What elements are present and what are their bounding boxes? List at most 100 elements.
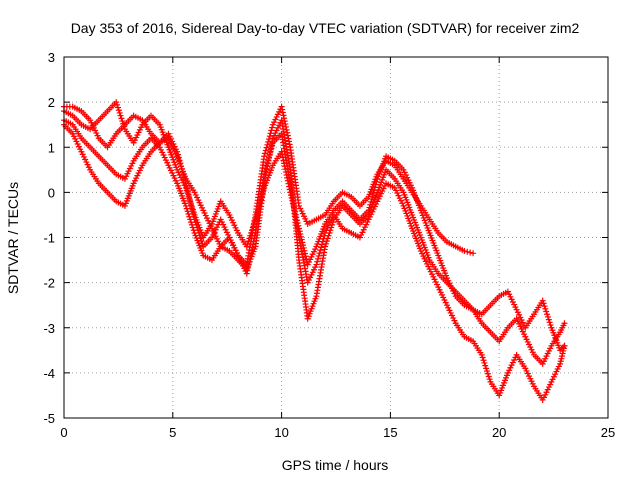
- data-point-interp: [263, 162, 270, 169]
- data-point: [113, 99, 120, 106]
- data-point-interp: [260, 187, 267, 194]
- data-point-interp: [288, 194, 295, 201]
- data-point-interp: [266, 151, 273, 158]
- data-point-interp: [264, 159, 271, 166]
- data-point-interp: [268, 145, 275, 152]
- data-point: [561, 342, 568, 349]
- data-point-interp: [302, 250, 309, 257]
- x-tick-label: 5: [169, 425, 176, 440]
- data-point-interp: [292, 211, 299, 218]
- data-point-interp: [293, 214, 300, 221]
- data-point-interp: [298, 233, 305, 240]
- data-point-interp: [369, 193, 376, 200]
- data-point-interp: [116, 109, 123, 116]
- x-axis-label: GPS time / hours: [282, 457, 389, 473]
- data-point-interp: [254, 210, 261, 217]
- data-point-interp: [291, 208, 298, 215]
- data-point-interp: [262, 165, 269, 172]
- data-point-interp: [481, 359, 488, 366]
- data-point-interp: [300, 242, 307, 249]
- data-point-interp: [279, 106, 286, 113]
- data-point: [539, 297, 546, 304]
- data-point-interp: [265, 136, 272, 143]
- data-point-interp: [295, 222, 302, 229]
- data-point-interp: [114, 104, 121, 111]
- data-point-interp: [264, 141, 271, 148]
- data-point-interp: [371, 184, 378, 191]
- data-point-interp: [247, 253, 254, 260]
- data-point-interp: [197, 235, 204, 242]
- data-point: [461, 248, 468, 255]
- data-point-interp: [185, 192, 192, 199]
- data-point-interp: [183, 187, 190, 194]
- data-point-interp: [247, 232, 254, 239]
- data-point-interp: [289, 197, 296, 204]
- data-point-interp: [284, 132, 291, 139]
- x-tick-label: 0: [60, 425, 67, 440]
- data-point-interp: [186, 195, 193, 202]
- data-point-interp: [316, 250, 323, 257]
- x-tick-label: 20: [492, 425, 506, 440]
- data-point-interp: [480, 357, 487, 364]
- data-point-interp: [246, 258, 253, 265]
- y-tick-label: 2: [48, 95, 55, 110]
- data-point-interp: [483, 365, 490, 372]
- y-tick-label: 1: [48, 140, 55, 155]
- data-point-interp: [198, 238, 205, 245]
- data-point-interp: [291, 206, 298, 213]
- data-point-interp: [289, 200, 296, 207]
- data-point-interp: [479, 354, 486, 361]
- y-tick-label: -5: [43, 411, 55, 426]
- data-point-interp: [175, 154, 182, 161]
- data-point-interp: [259, 190, 266, 197]
- tick-layer: 0 5 10 15 20 25 -5 -4 -3 -2 -1 0 1 2 3: [43, 50, 615, 440]
- data-point-interp: [262, 147, 269, 154]
- data-point-interp: [280, 157, 287, 164]
- data-point-interp: [370, 190, 377, 197]
- data-point: [261, 171, 268, 178]
- data-point-interp: [297, 231, 304, 238]
- data-point-interp: [281, 163, 288, 170]
- data-point-interp: [248, 250, 255, 257]
- data-point-interp: [546, 319, 553, 326]
- data-point-interp: [285, 135, 292, 142]
- data-point-interp: [255, 204, 262, 211]
- y-tick-label: -3: [43, 321, 55, 336]
- data-point-interp: [294, 219, 301, 226]
- data-point: [365, 207, 372, 214]
- data-point-interp: [482, 362, 489, 369]
- data-point-interp: [286, 186, 293, 193]
- data-point-interp: [366, 204, 373, 211]
- data-point-interp: [246, 235, 253, 242]
- data-point-interp: [269, 142, 276, 149]
- data-point-interp: [298, 236, 305, 243]
- data-point-interp: [178, 163, 185, 170]
- data-point-interp: [188, 201, 195, 208]
- data-point-interp: [248, 247, 255, 254]
- data-point: [313, 261, 320, 268]
- data-point-interp: [250, 221, 257, 228]
- data-point-interp: [119, 118, 126, 125]
- data-point-interp: [293, 217, 300, 224]
- data-point: [278, 103, 285, 110]
- data-point-interp: [318, 244, 325, 251]
- data-point-interp: [322, 240, 329, 247]
- data-point-interp: [190, 209, 197, 216]
- data-point-interp: [244, 240, 251, 247]
- data-point-interp: [258, 196, 265, 203]
- data-point: [252, 216, 259, 223]
- data-point-interp: [178, 165, 185, 172]
- data-point-interp: [114, 101, 121, 108]
- data-point-interp: [540, 300, 547, 307]
- data-point-interp: [286, 138, 293, 145]
- data-point-interp: [121, 123, 128, 130]
- data-point-interp: [248, 229, 255, 236]
- data-point-interp: [367, 201, 374, 208]
- data-point-interp: [256, 202, 263, 209]
- data-point-interp: [372, 181, 379, 188]
- data-point-interp: [368, 198, 375, 205]
- series-track-b: [61, 117, 568, 367]
- data-point-interp: [268, 127, 275, 134]
- data-point-interp: [286, 183, 293, 190]
- data-point-interp: [261, 150, 268, 157]
